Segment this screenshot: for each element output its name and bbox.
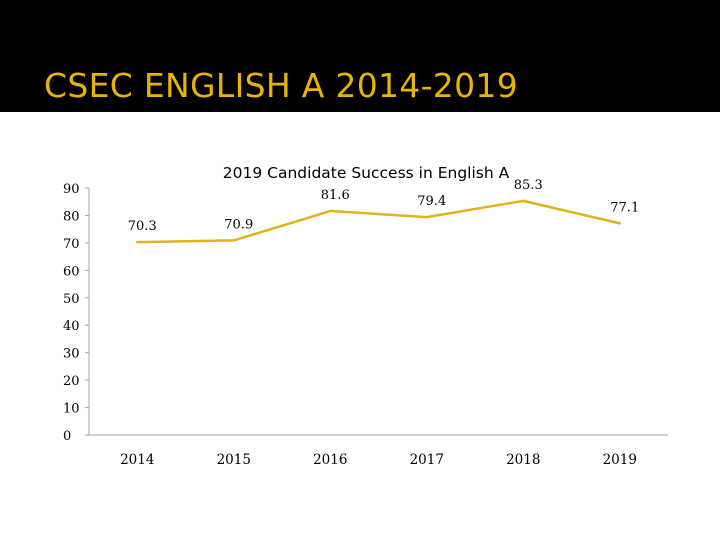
data-point [425, 215, 428, 219]
y-tick-label: 0 [63, 429, 71, 444]
data-label: 79.4 [417, 194, 446, 209]
slide-title: CSEC ENGLISH A 2014-2019 [44, 66, 518, 105]
y-tick-label: 20 [63, 374, 80, 389]
data-label: 81.6 [321, 188, 350, 203]
data-label: 70.9 [224, 217, 253, 232]
x-tick-label: 2019 [603, 452, 637, 468]
data-point [522, 199, 525, 203]
data-point [618, 222, 621, 225]
data-point [136, 240, 139, 244]
y-tick-label: 90 [63, 182, 80, 197]
data-label: 85.3 [514, 178, 543, 193]
data-point [232, 239, 235, 242]
x-tick-labels: 2014 2015 2016 2017 2018 2019 [120, 452, 637, 468]
data-label: 70.3 [128, 219, 157, 234]
y-tick-label: 50 [63, 292, 80, 307]
data-labels: 70.3 70.9 81.6 79.4 85.3 77.1 [128, 178, 639, 234]
data-point [329, 209, 332, 213]
x-tick-label: 2018 [506, 452, 540, 468]
x-tick-label: 2014 [120, 452, 154, 468]
chart-title: 2019 Candidate Success in English A [223, 164, 510, 182]
x-tick-label: 2015 [217, 452, 251, 468]
data-label: 77.1 [610, 200, 639, 215]
x-tick-label: 2016 [313, 452, 347, 468]
series-line [136, 199, 621, 244]
y-tick-label: 40 [63, 319, 80, 334]
y-tick-label: 10 [63, 402, 80, 417]
y-tick-label: 70 [63, 237, 80, 252]
x-tick-label: 2017 [410, 452, 444, 468]
title-band [0, 0, 720, 112]
chart-axes [88, 188, 668, 436]
y-tick-label: 80 [63, 209, 80, 224]
y-tick-labels: 0 10 20 30 40 50 60 70 80 90 [63, 182, 89, 444]
series-polyline [137, 199, 621, 244]
y-tick-label: 30 [63, 347, 80, 362]
y-tick-label: 60 [63, 264, 80, 279]
